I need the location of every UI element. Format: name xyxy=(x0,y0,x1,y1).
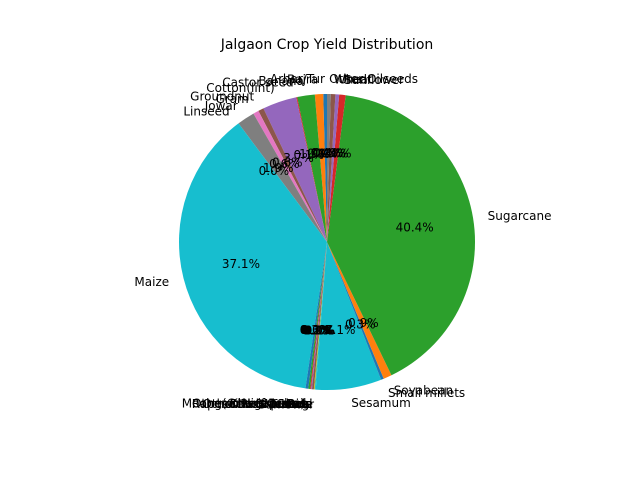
pct-label-wheat: 0.5% xyxy=(315,146,346,160)
slice-label-gram: Gram xyxy=(215,92,248,106)
slice-label-other-oilseeds: other oilseeds xyxy=(225,397,310,411)
pct-label-other-rabi-pulses: 0.1% xyxy=(302,323,333,337)
pie-slice-safflower xyxy=(314,242,327,390)
slice-label-niger-seed: Niger seed xyxy=(242,396,307,410)
pct-label-sunflower: 0.7% xyxy=(321,147,352,161)
slice-label-small-millets: Small millets xyxy=(388,386,465,400)
pct-label-sugarcane: 40.4% xyxy=(396,221,434,235)
chart-title: Jalgaon Crop Yield Distribution xyxy=(220,37,434,53)
slice-label-wheat: Wheat xyxy=(334,72,373,86)
slice-label-moong-green-gram: Moong(Green Gram) xyxy=(182,396,305,410)
pie-slice-small-millets xyxy=(327,242,384,380)
pct-label-jowar: 1.9% xyxy=(263,161,294,175)
pie-slice-other-rabi-pulses xyxy=(310,242,327,390)
pie-slice-sunflower xyxy=(327,94,346,242)
pct-label-moong-green-gram: 0.3% xyxy=(300,323,331,337)
slice-label-rice: Rice xyxy=(287,397,313,411)
pie-slices xyxy=(179,94,476,390)
pct-label-linseed: 0.0% xyxy=(259,164,290,178)
slice-label-groundnut: Groundnut xyxy=(190,89,254,103)
pct-label-rapeseed-mustard: 0.0% xyxy=(304,323,335,337)
pie-slice-other-cereals xyxy=(312,242,327,390)
slice-label-sunflower: Sunflower xyxy=(344,73,404,87)
pie-slice-moong-green-gram xyxy=(305,242,327,389)
pct-label-small-millets: 0.3% xyxy=(345,317,376,331)
pie-slice-sugarcane xyxy=(327,95,476,376)
slice-label-soyabean: Soyabean xyxy=(394,384,453,398)
pie-slice-banana xyxy=(297,94,327,242)
pct-label-niger-seed: 0.0% xyxy=(301,323,332,337)
pie-slice-cotton-lint xyxy=(263,97,327,242)
pie-slice-groundnut xyxy=(258,108,327,243)
pct-label-cotton-lint: 3.7% xyxy=(283,151,314,165)
pie-slice-urad xyxy=(327,94,340,243)
pct-label-other-kharif-pulses: 0.2% xyxy=(301,323,332,337)
slice-label-sugarcane: Sugarcane xyxy=(488,209,552,223)
pie-slice-gram xyxy=(253,110,327,242)
slice-label-other-kharif-pulses: Other Kharif pulses xyxy=(192,397,307,411)
slice-label-linseed: Linseed xyxy=(183,105,229,119)
pct-label-other-cereals: 0.2% xyxy=(303,323,334,337)
pct-label-ragi: 0.0% xyxy=(304,323,335,337)
slice-label-maize: Maize xyxy=(134,275,169,289)
slice-label-banana: Banana xyxy=(258,74,304,88)
pct-label-soyabean: 0.9% xyxy=(348,316,379,330)
slice-label-safflower: Safflower xyxy=(258,397,314,411)
pie-slice-rice xyxy=(313,242,327,390)
pct-label-rice: 0.1% xyxy=(304,323,335,337)
slice-label-urad: Urad xyxy=(338,73,367,87)
pie-slice-maize xyxy=(179,123,327,389)
pie-slice-bajra xyxy=(314,94,327,242)
slice-label-other-cereals: Other Cereals xyxy=(229,397,312,411)
pct-label-bajra: 0.9% xyxy=(307,146,338,160)
pct-label-other-oilseeds: 0.4% xyxy=(313,146,344,160)
pie-slice-arhar-tur xyxy=(323,94,327,242)
slice-label-arhar-tur: Arhar/Tur xyxy=(270,72,325,86)
pct-label-sesamum: 7.1% xyxy=(325,323,356,337)
pie-slice-wheat xyxy=(327,94,336,242)
pie-slice-sesamum xyxy=(315,242,382,390)
pie-slice-other-oilseeds xyxy=(311,242,327,390)
pct-label-other-oilseeds: 0.1% xyxy=(302,323,333,337)
slice-label-sesamum: Sesamum xyxy=(351,396,411,410)
slice-label-jowar: Jowar xyxy=(204,99,238,113)
pie-slice-other-oilseeds xyxy=(327,94,331,242)
slice-label-other-oilseeds: Other Oilseeds xyxy=(329,72,418,86)
slice-label-rapeseed-mustard: Rapeseed &Mustard xyxy=(192,397,313,411)
slice-label-ragi: Ragi xyxy=(286,397,312,411)
pie-slice-soyabean xyxy=(327,242,392,379)
pie-slice-other-kharif-pulses xyxy=(308,242,327,390)
slice-label-castor-seed: Castor seed xyxy=(222,76,293,90)
pct-label-urad: 0.4% xyxy=(318,146,349,160)
pct-label-maize: 37.1% xyxy=(222,257,260,271)
pct-label-banana: 1.9% xyxy=(299,147,330,161)
slice-label-cotton-lint: Cotton(lint) xyxy=(206,81,274,95)
slice-label-bajra: Bajra xyxy=(287,72,318,86)
pct-label-safflower: 0.1% xyxy=(305,324,336,338)
pct-label-arhar-tur: 0.4% xyxy=(311,146,342,160)
pie-slice-castor-seed xyxy=(296,97,327,242)
pct-label-gram: 0.6% xyxy=(269,157,300,171)
pie-slice-jowar xyxy=(238,113,327,242)
pct-label-castor-seed: 0.1% xyxy=(294,148,325,162)
pct-label-groundnut: 0.6% xyxy=(272,156,303,170)
pie-percent-labels: 0.4%0.9%1.9%0.1%3.7%0.6%0.6%1.9%0.0%37.1… xyxy=(222,146,434,337)
slice-label-other-rabi-pulses: Other Rabi pulses xyxy=(202,397,309,411)
